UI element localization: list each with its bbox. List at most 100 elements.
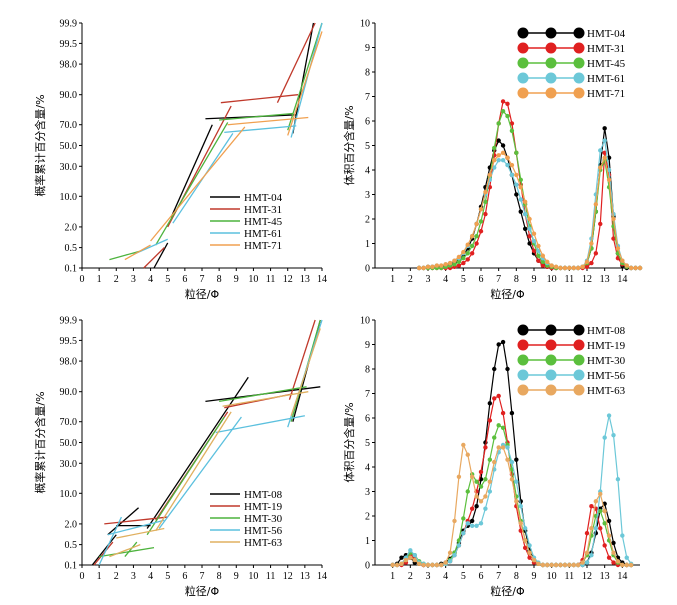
data-point-HMT-19 [500, 410, 506, 416]
y-tick-label: 30.0 [60, 459, 78, 470]
data-point-HMT-71 [611, 216, 616, 222]
data-point-HMT-71 [496, 153, 501, 158]
legend-marker-HMT-63 [517, 384, 529, 396]
x-tick-label: 11 [565, 571, 575, 582]
data-point-HMT-63 [500, 445, 506, 450]
legend-label-HMT-61: HMT-61 [587, 73, 625, 85]
data-point-HMT-31 [584, 264, 590, 269]
data-point-HMT-71 [500, 150, 506, 156]
data-point-HMT-19 [522, 545, 528, 551]
legend-marker-HMT-63 [573, 384, 585, 396]
y-tick-label: 0.1 [65, 561, 78, 572]
series-segment-HMT-08 [107, 507, 139, 536]
y-tick-label: 98.0 [60, 357, 78, 368]
y-tick-label: 5 [365, 438, 370, 449]
x-tick-label: 14 [617, 274, 627, 285]
series-segment-HMT-56 [158, 416, 242, 529]
x-axis-label: 粒径/Φ [185, 287, 220, 301]
x-tick-label: 13 [600, 274, 610, 285]
data-point-HMT-56 [465, 521, 470, 526]
x-tick-label: 10 [547, 274, 557, 285]
series-segment-HMT-04 [153, 242, 169, 269]
data-point-HMT-30 [474, 479, 479, 484]
y-tick-label: 7 [365, 389, 370, 400]
legend-marker-HMT-08 [573, 324, 585, 336]
data-point-HMT-30 [478, 484, 484, 489]
x-tick-label: 8 [514, 571, 519, 582]
data-point-HMT-71 [527, 216, 532, 222]
chart-bottom-left: 0 1 2 3 4 5 6 7 8 9 10 11 12 13 140.10.52.010.030.050.… [33, 316, 327, 599]
data-point-HMT-61 [602, 138, 607, 143]
data-point-HMT-71 [593, 202, 599, 207]
data-point-HMT-63 [518, 521, 523, 526]
data-point-HMT-63 [394, 562, 400, 568]
data-point-HMT-56 [474, 523, 479, 528]
legend-marker-HMT-19 [517, 339, 529, 351]
legend-marker-HMT-31 [517, 42, 529, 54]
data-point-HMT-63 [527, 550, 532, 555]
y-tick-label: 4 [365, 166, 370, 177]
y-tick-label: 6 [365, 117, 370, 128]
data-point-HMT-63 [496, 445, 501, 450]
legend-marker-HMT-30 [545, 354, 557, 366]
x-tick-label: 9 [234, 274, 239, 285]
data-point-HMT-45 [452, 262, 457, 267]
data-point-HMT-71 [531, 231, 537, 236]
x-tick-label: 3 [426, 571, 431, 582]
data-point-HMT-45 [536, 253, 541, 258]
series-segment-HMT-19 [93, 541, 114, 566]
data-point-HMT-08 [492, 366, 497, 372]
x-tick-label: 13 [300, 571, 310, 582]
legend-marker-HMT-31 [573, 42, 585, 54]
x-tick-label: 5 [165, 571, 170, 582]
chart-top-left: 0 1 2 3 4 5 6 7 8 9 10 11 12 13 140.10.52.010.030.050.… [33, 19, 327, 302]
series-segment-HMT-63 [290, 328, 321, 416]
data-point-HMT-71 [633, 265, 638, 271]
data-point-HMT-63 [492, 459, 497, 465]
legend-label-HMT-63: HMT-63 [587, 385, 626, 397]
data-point-HMT-04 [602, 126, 607, 131]
data-point-HMT-71 [505, 155, 510, 160]
data-point-HMT-63 [553, 562, 559, 568]
data-point-HMT-04 [496, 138, 501, 143]
data-point-HMT-61 [527, 226, 532, 231]
y-tick-label: 0.5 [65, 243, 78, 254]
data-point-HMT-63 [558, 562, 563, 568]
x-tick-label: 2 [408, 274, 413, 285]
data-point-HMT-30 [492, 435, 497, 440]
data-point-HMT-71 [540, 253, 546, 258]
y-tick-label: 99.5 [60, 39, 78, 50]
series-segment-HMT-56 [215, 415, 305, 434]
data-point-HMT-71 [447, 260, 453, 266]
x-tick-label: 14 [317, 571, 327, 582]
x-tick-label: 12 [582, 571, 592, 582]
legend-label-HMT-30: HMT-30 [587, 355, 626, 367]
data-point-HMT-19 [492, 396, 497, 401]
data-point-HMT-45 [505, 113, 510, 119]
x-tick-label: 4 [148, 274, 153, 285]
data-point-HMT-63 [478, 499, 484, 504]
data-point-HMT-71 [545, 259, 550, 265]
x-tick-label: 8 [514, 274, 519, 285]
series-segment-HMT-71 [287, 31, 323, 136]
x-tick-label: 6 [182, 571, 187, 582]
data-point-HMT-61 [500, 158, 506, 163]
y-tick-label: 30.0 [60, 162, 78, 173]
data-point-HMT-71 [606, 177, 612, 182]
data-point-HMT-63 [505, 457, 510, 462]
data-point-HMT-63 [509, 477, 515, 482]
x-tick-label: 7 [200, 571, 205, 582]
data-point-HMT-08 [514, 457, 519, 462]
data-point-HMT-45 [492, 145, 497, 151]
series-segment-HMT-30 [124, 541, 138, 558]
data-point-HMT-71 [452, 258, 457, 263]
data-point-HMT-71 [558, 265, 563, 271]
data-point-HMT-04 [518, 209, 523, 214]
data-point-HMT-56 [593, 526, 599, 531]
data-point-HMT-63 [412, 557, 417, 563]
data-point-HMT-19 [584, 530, 590, 536]
data-point-HMT-63 [403, 557, 409, 563]
x-tick-label: 0 [80, 274, 85, 285]
legend-marker-HMT-45 [517, 57, 529, 69]
data-point-HMT-61 [531, 238, 537, 244]
